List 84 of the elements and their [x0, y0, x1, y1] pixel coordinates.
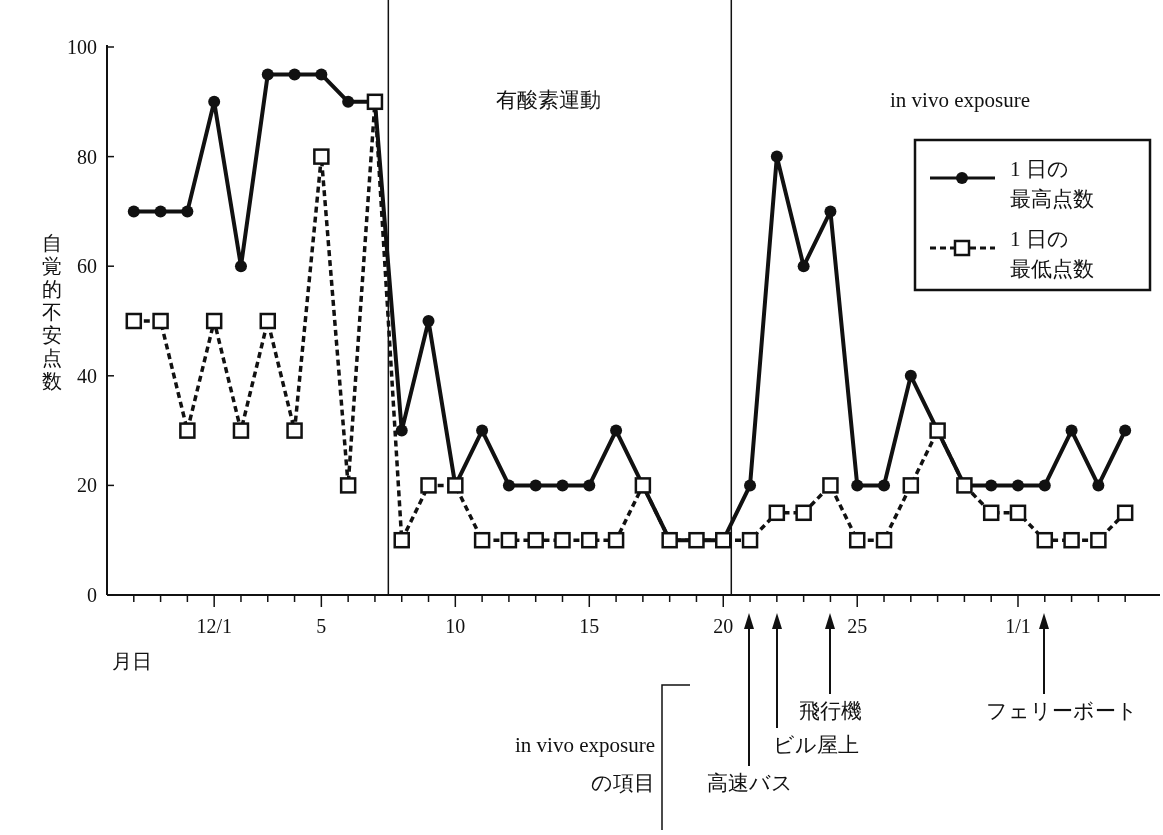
point	[1063, 531, 1080, 549]
y-tick-label: 100	[67, 36, 97, 58]
point	[393, 531, 410, 549]
point	[1038, 479, 1051, 492]
point	[610, 424, 623, 437]
point	[420, 477, 437, 494]
point	[342, 95, 355, 108]
annotation: 有酸素運動	[495, 88, 601, 112]
point	[848, 531, 866, 549]
point	[154, 205, 167, 218]
point	[878, 479, 891, 492]
point	[1036, 531, 1054, 549]
y-axis-title: 自覚的不安点数	[42, 232, 62, 392]
point	[395, 424, 408, 437]
x-tick-label: 20	[713, 615, 734, 637]
point	[851, 479, 864, 492]
point	[581, 531, 598, 549]
y-tick-label: 40	[77, 364, 97, 387]
point	[261, 68, 274, 81]
point	[902, 477, 920, 494]
point	[259, 312, 277, 330]
point	[234, 260, 247, 273]
x-tick-label: 10	[445, 615, 466, 637]
point	[556, 479, 569, 492]
text: 高速バス	[707, 771, 793, 795]
point	[1119, 424, 1132, 437]
point	[1090, 531, 1107, 549]
point	[502, 479, 515, 492]
x-tick-label: 12/1	[196, 615, 232, 637]
point	[179, 422, 196, 439]
point	[822, 477, 839, 494]
text: in vivo exposure の項目	[515, 733, 655, 795]
point	[770, 150, 783, 163]
point	[315, 68, 328, 81]
text: フェリーボート	[986, 699, 1138, 723]
text: ビル屋上	[773, 733, 859, 757]
point	[473, 531, 491, 549]
point	[795, 504, 812, 522]
point	[1065, 424, 1078, 437]
point	[824, 205, 837, 218]
x-axis-title: 月日	[112, 650, 152, 672]
point	[422, 315, 435, 327]
point	[286, 422, 303, 439]
point	[339, 477, 357, 494]
point	[1009, 504, 1027, 522]
point	[1011, 479, 1024, 492]
point	[583, 479, 596, 492]
point	[797, 260, 810, 273]
x-tick-label: 15	[579, 615, 600, 637]
point	[205, 312, 223, 330]
point	[208, 95, 221, 108]
point	[527, 531, 544, 549]
point	[904, 369, 917, 382]
point	[529, 479, 542, 492]
point	[232, 422, 250, 439]
point	[741, 531, 759, 549]
legend-label: 1 日の最低点数	[1010, 227, 1094, 281]
point	[1092, 479, 1105, 492]
point	[313, 148, 330, 165]
text: 飛行機	[798, 699, 862, 723]
point	[476, 424, 489, 437]
annotation: in vivo exposure	[890, 88, 1030, 112]
y-tick-label: 80	[77, 145, 97, 168]
point	[288, 68, 301, 81]
point	[875, 531, 893, 549]
x-tick-label: 25	[847, 615, 868, 637]
point	[1116, 504, 1134, 522]
point	[181, 205, 194, 218]
point	[127, 205, 140, 218]
y-tick-label: 0	[87, 584, 97, 606]
point	[125, 312, 143, 330]
point	[768, 504, 786, 522]
point	[152, 312, 169, 330]
point	[607, 531, 625, 549]
point	[744, 479, 757, 492]
x-tick-label: 5	[316, 615, 327, 637]
point	[982, 504, 1000, 522]
x-tick-label: 1/1	[1005, 615, 1031, 637]
legend-label: 1 日の最高点数	[1010, 157, 1094, 211]
point	[985, 479, 998, 492]
point	[554, 531, 571, 549]
point	[500, 531, 518, 549]
y-tick-label: 20	[77, 474, 97, 497]
y-tick-label: 60	[77, 255, 97, 278]
